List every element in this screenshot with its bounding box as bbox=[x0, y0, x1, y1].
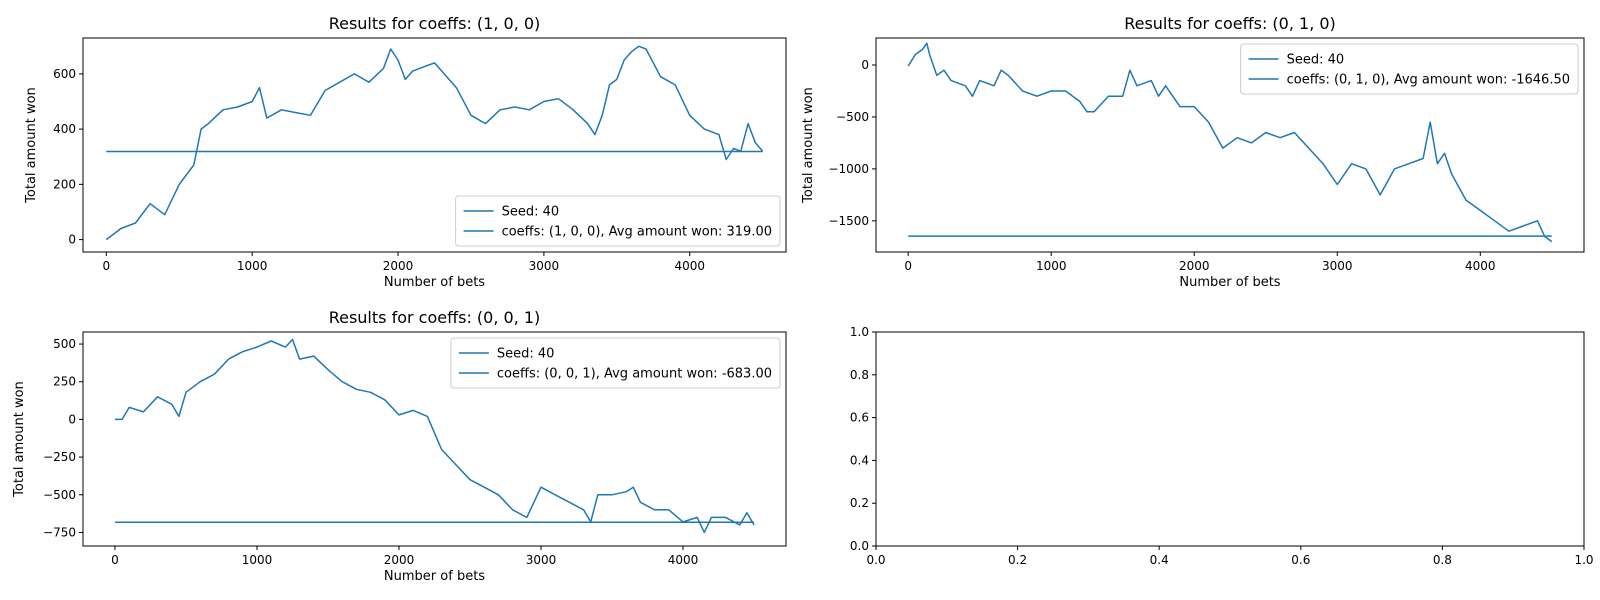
y-tick-label: 1.0 bbox=[850, 325, 869, 339]
y-tick-label: 0.0 bbox=[850, 539, 869, 553]
chart-title: Results for coeffs: (0, 1, 0) bbox=[1124, 14, 1336, 33]
x-tick-label: 2000 bbox=[384, 553, 415, 567]
axes-frame bbox=[82, 37, 787, 253]
legend-label: coeffs: (1, 0, 0), Avg amount won: 319.0… bbox=[502, 225, 772, 240]
x-tick-label: 0 bbox=[103, 259, 111, 273]
x-axis-label: Number of bets bbox=[384, 275, 485, 290]
x-tick-label: 0 bbox=[904, 259, 912, 273]
y-tick-label: 600 bbox=[53, 67, 76, 81]
y-tick-label: −250 bbox=[43, 450, 76, 464]
x-tick-label: 4000 bbox=[668, 553, 699, 567]
x-tick-label: 2000 bbox=[383, 259, 414, 273]
chart-1: 0 1000 2000 3000 4000 0 200 400 600 Results for c… bbox=[24, 14, 787, 290]
x-tick-label: 1.0 bbox=[1574, 553, 1593, 567]
axes-frame bbox=[82, 331, 787, 547]
legend: Seed: 40 coeffs: (1, 0, 0), Avg amount wo… bbox=[455, 195, 781, 247]
legend-label: Seed: 40 bbox=[497, 347, 555, 362]
chart-2: 0 1000 2000 3000 4000 0 −500 −1000 −1500 Results … bbox=[801, 14, 1585, 290]
series-seed-line bbox=[907, 42, 1553, 243]
x-tick-label: 0 bbox=[111, 553, 119, 567]
y-tick-label: 0.2 bbox=[850, 496, 869, 510]
y-tick-label: 250 bbox=[53, 375, 76, 389]
y-axis-label: Total amount won bbox=[24, 87, 39, 204]
chart-title: Results for coeffs: (1, 0, 0) bbox=[329, 14, 541, 33]
y-tick-label: 0 bbox=[68, 233, 76, 247]
x-tick-label: 0.0 bbox=[866, 553, 885, 567]
legend-label: coeffs: (0, 0, 1), Avg amount won: -683.… bbox=[497, 367, 772, 382]
y-tick-label: 0.6 bbox=[850, 411, 869, 425]
chart-4: 0.0 0.2 0.4 0.6 0.8 1.0 0.0 0.2 0.4 0.6 0.8 1.0 bbox=[850, 325, 1594, 567]
y-axis-label: Total amount won bbox=[12, 381, 27, 498]
chart-3: 0 1000 2000 3000 4000 500 250 0 −250 −500 −750 Resu… bbox=[12, 308, 787, 584]
y-tick-label: −1500 bbox=[828, 214, 869, 228]
y-tick-label: −1000 bbox=[828, 162, 869, 176]
x-tick-label: 2000 bbox=[1179, 259, 1210, 273]
legend-box bbox=[1240, 43, 1579, 95]
y-tick-label: −500 bbox=[43, 488, 76, 502]
legend-label: Seed: 40 bbox=[1287, 53, 1345, 68]
x-axis-label: Number of bets bbox=[1179, 275, 1280, 290]
x-tick-label: 3000 bbox=[529, 259, 560, 273]
x-tick-label: 4000 bbox=[1465, 259, 1496, 273]
y-tick-label: 400 bbox=[53, 122, 76, 136]
y-tick-label: 200 bbox=[53, 177, 76, 191]
x-tick-label: 1000 bbox=[242, 553, 273, 567]
chart-title: Results for coeffs: (0, 0, 1) bbox=[329, 308, 541, 327]
y-tick-label: −500 bbox=[836, 110, 869, 124]
legend: Seed: 40 coeffs: (0, 0, 1), Avg amount wo… bbox=[450, 337, 781, 389]
series-seed-line bbox=[115, 338, 755, 534]
y-tick-label: 0.4 bbox=[850, 453, 869, 467]
y-tick-label: −750 bbox=[43, 525, 76, 539]
x-tick-label: 1000 bbox=[237, 259, 268, 273]
x-tick-label: 3000 bbox=[1322, 259, 1353, 273]
legend-label: coeffs: (0, 1, 0), Avg amount won: -1646… bbox=[1287, 73, 1570, 88]
y-tick-label: 0 bbox=[68, 412, 76, 426]
legend: Seed: 40 coeffs: (0, 1, 0), Avg amount wo… bbox=[1240, 43, 1579, 95]
x-tick-label: 0.6 bbox=[1291, 553, 1310, 567]
y-tick-label: 0 bbox=[861, 58, 869, 72]
legend-label: Seed: 40 bbox=[502, 205, 560, 220]
legend-box bbox=[455, 195, 781, 247]
x-tick-label: 4000 bbox=[674, 259, 705, 273]
x-tick-label: 0.2 bbox=[1008, 553, 1027, 567]
series-seed-line bbox=[105, 45, 764, 241]
y-tick-label: 0.8 bbox=[850, 368, 869, 382]
legend-box bbox=[450, 337, 781, 389]
x-axis-label: Number of bets bbox=[384, 569, 485, 584]
x-tick-label: 0.8 bbox=[1433, 553, 1452, 567]
axes-frame bbox=[875, 331, 1585, 547]
y-axis-label: Total amount won bbox=[801, 87, 816, 204]
x-tick-label: 1000 bbox=[1036, 259, 1067, 273]
axes-frame bbox=[875, 37, 1585, 253]
x-tick-label: 3000 bbox=[526, 553, 557, 567]
x-tick-label: 0.4 bbox=[1150, 553, 1169, 567]
y-tick-label: 500 bbox=[53, 337, 76, 351]
